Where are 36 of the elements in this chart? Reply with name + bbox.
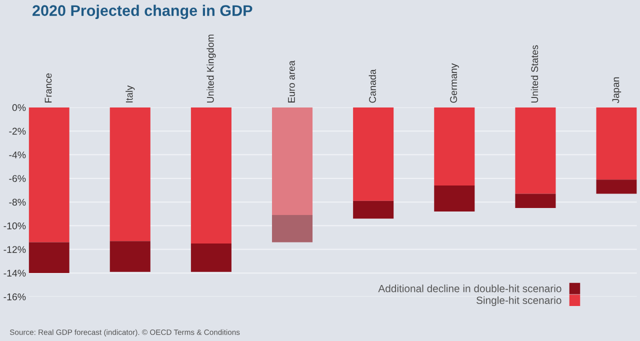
bar <box>596 180 637 194</box>
y-tick-label: -10% <box>4 222 26 230</box>
bar <box>596 107 637 180</box>
chart-title: 2020 Projected change in GDP <box>32 4 252 20</box>
bar <box>28 107 70 242</box>
bar <box>272 215 313 242</box>
bar <box>353 200 394 219</box>
bar <box>515 107 556 194</box>
bar <box>353 107 394 201</box>
bar <box>190 243 232 272</box>
x-tick-label: Canada <box>368 69 376 103</box>
x-tick-label: France <box>44 73 52 102</box>
y-tick-label: -8% <box>9 198 26 206</box>
y-tick-label: -12% <box>4 246 26 253</box>
x-tick-label: United States <box>530 45 538 102</box>
bar <box>190 107 232 244</box>
y-tick-label: -16% <box>4 293 26 300</box>
x-tick-label: United Kingdom <box>206 34 216 102</box>
bar <box>434 107 475 186</box>
y-tick-label: -14% <box>4 270 26 277</box>
x-tick-label: Japan <box>612 77 622 104</box>
bar <box>515 194 556 208</box>
bar <box>434 185 475 212</box>
x-tick-label: Euro area <box>288 60 295 102</box>
x-tick-label: Italy <box>126 85 135 102</box>
bar <box>28 242 70 274</box>
bar <box>110 241 150 272</box>
bar <box>272 107 313 216</box>
x-tick-label: Germany <box>450 63 459 103</box>
y-tick-label: -6% <box>9 175 26 182</box>
legend-label: Single-hit scenario <box>476 296 562 306</box>
bar <box>110 107 150 242</box>
y-tick-label: -4% <box>9 152 26 158</box>
legend-label: Additional decline in double-hit scenario <box>378 284 562 292</box>
y-tick-label: -2% <box>9 128 26 135</box>
y-tick-label: 0% <box>12 104 26 112</box>
